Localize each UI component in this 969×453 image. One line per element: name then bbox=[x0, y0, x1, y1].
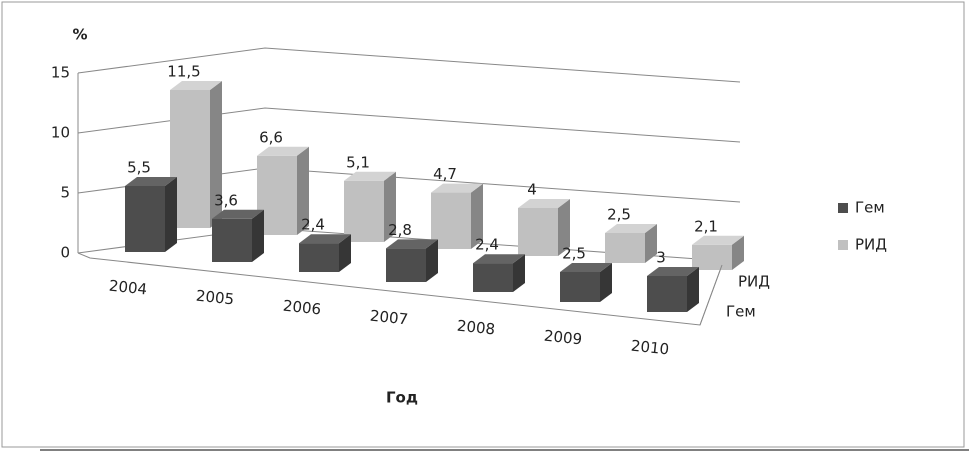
bar-top bbox=[386, 239, 438, 249]
x-axis-label: Год bbox=[386, 389, 418, 407]
value-label: 4,7 bbox=[433, 165, 457, 183]
legend-label: РИД bbox=[855, 236, 887, 254]
bar-side bbox=[471, 183, 483, 249]
x-tick-label: 2005 bbox=[195, 287, 235, 309]
value-label: 2,1 bbox=[694, 217, 718, 235]
bar bbox=[125, 186, 165, 252]
x-tick-label: 2008 bbox=[456, 317, 496, 339]
y-tick-label: 10 bbox=[51, 124, 70, 142]
value-label: 3,6 bbox=[214, 191, 238, 209]
bar-side bbox=[252, 209, 264, 262]
bar-side bbox=[600, 263, 612, 302]
x-tick-label: 2010 bbox=[630, 337, 670, 359]
bar-side bbox=[732, 235, 744, 270]
bar-top bbox=[473, 254, 525, 264]
bar-side bbox=[165, 177, 177, 252]
bar-top bbox=[170, 81, 222, 90]
bar bbox=[473, 263, 513, 292]
value-label: 11,5 bbox=[167, 63, 200, 81]
legend-swatch bbox=[838, 240, 848, 250]
bar-side bbox=[210, 81, 222, 228]
x-tick-label: 2006 bbox=[282, 297, 322, 319]
y-tick-label: 5 bbox=[60, 184, 70, 202]
value-label: 2,4 bbox=[301, 216, 325, 234]
bar-top bbox=[560, 263, 612, 272]
value-label: 2,4 bbox=[475, 236, 499, 254]
value-label: 5,1 bbox=[346, 153, 370, 171]
grid-line bbox=[77, 47, 741, 83]
value-label: 4 bbox=[527, 181, 537, 199]
bar-top bbox=[518, 199, 570, 208]
bar-top bbox=[344, 171, 396, 181]
y-axis-label: % bbox=[72, 26, 87, 44]
bar bbox=[518, 208, 558, 256]
bar-side bbox=[687, 267, 699, 312]
y-tick-label: 0 bbox=[60, 244, 70, 262]
x-tick-label: 2007 bbox=[369, 307, 409, 329]
depth-axis bbox=[699, 264, 723, 326]
bar bbox=[386, 248, 426, 282]
bar-side bbox=[297, 146, 309, 235]
value-label: 2,8 bbox=[388, 221, 412, 239]
bar-side bbox=[558, 199, 570, 256]
bar-side bbox=[513, 254, 525, 292]
bar bbox=[605, 233, 645, 263]
value-label: 2,5 bbox=[607, 206, 631, 224]
bar-top bbox=[605, 224, 657, 233]
value-label: 3 bbox=[656, 249, 666, 267]
bar-side bbox=[339, 234, 351, 272]
bar-side bbox=[384, 171, 396, 242]
bar-side bbox=[645, 224, 657, 263]
bar bbox=[299, 243, 339, 272]
bar bbox=[212, 218, 252, 262]
bar bbox=[692, 244, 732, 270]
bar-top bbox=[125, 177, 177, 186]
bar-top bbox=[299, 234, 351, 244]
x-tick-label: 2004 bbox=[108, 277, 148, 299]
bar-top bbox=[212, 209, 264, 219]
legend-label: Гем bbox=[855, 199, 885, 217]
value-label: 6,6 bbox=[259, 128, 283, 146]
depth-label: РИД bbox=[738, 273, 770, 291]
y-tick-label: 15 bbox=[51, 64, 70, 82]
value-label: 2,5 bbox=[562, 245, 586, 263]
legend-swatch bbox=[838, 203, 848, 213]
bar bbox=[647, 276, 687, 312]
bar bbox=[344, 180, 384, 242]
x-tick-label: 2009 bbox=[543, 327, 583, 349]
bar-top bbox=[647, 267, 699, 276]
bar bbox=[560, 272, 600, 302]
value-label: 5,5 bbox=[127, 159, 151, 177]
bar-side bbox=[426, 239, 438, 282]
bar-top bbox=[692, 235, 744, 245]
bar-top bbox=[257, 146, 309, 156]
bar-top bbox=[431, 183, 483, 193]
grid-line bbox=[77, 107, 741, 143]
depth-label: Гем bbox=[726, 303, 756, 321]
